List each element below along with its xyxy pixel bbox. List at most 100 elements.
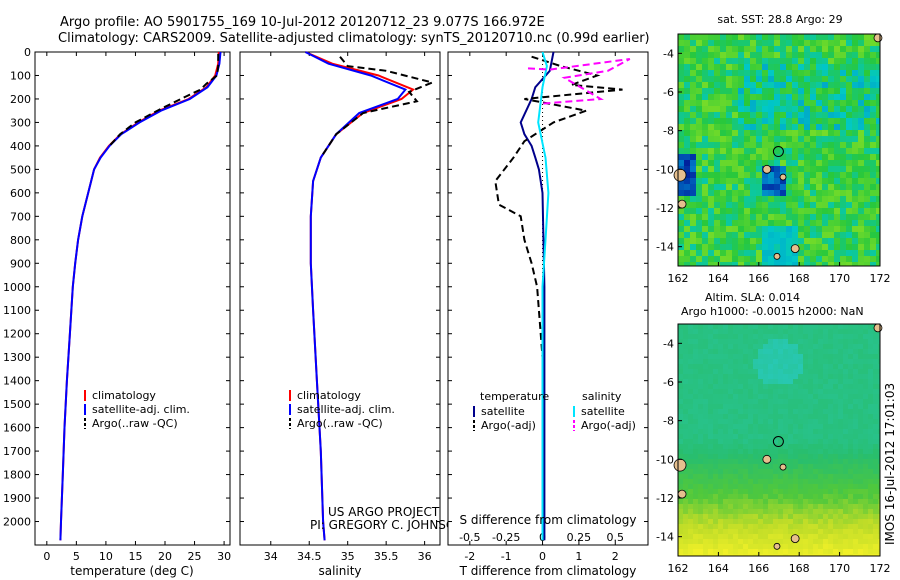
map-cell (803, 534, 808, 539)
map-cell (768, 399, 773, 404)
map-cell (810, 238, 816, 244)
map-cell (848, 479, 853, 484)
map-cell (822, 100, 828, 106)
map-cell (738, 142, 744, 148)
map-cell (773, 419, 778, 424)
map-cell (732, 220, 738, 226)
map-cell (816, 256, 822, 262)
map-cell (793, 424, 798, 429)
map-cell (708, 479, 713, 484)
map-cell (786, 88, 792, 94)
map-cell (852, 76, 858, 82)
map-cell (744, 184, 750, 190)
map-cell (868, 329, 873, 334)
map-cell (768, 88, 774, 94)
map-cell (768, 220, 774, 226)
map-cell (732, 34, 738, 40)
map-cell (756, 220, 762, 226)
map-cell (834, 232, 840, 238)
map-cell (803, 344, 808, 349)
map-cell (803, 499, 808, 504)
map-cell (684, 214, 690, 220)
map-cell (833, 434, 838, 439)
map-cell (822, 166, 828, 172)
map-cell (840, 76, 846, 82)
map-cell (788, 409, 793, 414)
map-y-tick-label: -14 (656, 241, 674, 254)
map-cell (783, 489, 788, 494)
map-cell (813, 424, 818, 429)
map-cell (733, 549, 738, 554)
map-cell (786, 52, 792, 58)
map-cell (732, 250, 738, 256)
map-cell (803, 524, 808, 529)
map-cell (696, 250, 702, 256)
map-cell (852, 196, 858, 202)
map-cell (798, 534, 803, 539)
map-cell (798, 404, 803, 409)
map-cell (840, 184, 846, 190)
map-cell (758, 484, 763, 489)
map-cell (818, 399, 823, 404)
map-cell (852, 124, 858, 130)
map-cell (878, 369, 880, 374)
map-cell (878, 354, 880, 359)
map-cell (868, 524, 873, 529)
map-cell (726, 178, 732, 184)
map-cell (758, 354, 763, 359)
map-cell (773, 449, 778, 454)
map-cell (840, 160, 846, 166)
map-cell (738, 112, 744, 118)
map-cell (818, 544, 823, 549)
map-cell (683, 344, 688, 349)
map-cell (768, 344, 773, 349)
map-cell (810, 178, 816, 184)
map-cell (864, 112, 870, 118)
map-cell (843, 464, 848, 469)
map-cell (713, 434, 718, 439)
map-cell (688, 534, 693, 539)
map-cell (753, 529, 758, 534)
map-cell (873, 469, 878, 474)
map-cell (840, 88, 846, 94)
map-cell (763, 534, 768, 539)
map-cell (698, 374, 703, 379)
map-cell (713, 544, 718, 549)
map-cell (808, 414, 813, 419)
map-cell (702, 166, 708, 172)
map-cell (738, 238, 744, 244)
map-cell (708, 474, 713, 479)
map-cell (733, 439, 738, 444)
map-cell (798, 34, 804, 40)
map-cell (810, 130, 816, 136)
map-cell (773, 504, 778, 509)
map-cell (828, 130, 834, 136)
map-cell (828, 154, 834, 160)
map-cell (780, 100, 786, 106)
map-cell (876, 148, 880, 154)
map-cell (813, 499, 818, 504)
map-cell (720, 52, 726, 58)
map-cell (726, 238, 732, 244)
map-cell (698, 444, 703, 449)
map-cell (756, 184, 762, 190)
map-cell (828, 166, 834, 172)
map-cell (823, 379, 828, 384)
map-cell (810, 184, 816, 190)
map-cell (834, 82, 840, 88)
map-cell (713, 409, 718, 414)
map-cell (834, 52, 840, 58)
map-cell (852, 142, 858, 148)
map-cell (693, 384, 698, 389)
map-cell (848, 474, 853, 479)
map-cell (738, 439, 743, 444)
map-cell (750, 136, 756, 142)
map-cell (762, 226, 768, 232)
map-cell (702, 136, 708, 142)
map-cell (714, 238, 720, 244)
map-cell (843, 524, 848, 529)
map-cell (838, 549, 843, 554)
map-cell (788, 449, 793, 454)
map-cell (833, 529, 838, 534)
